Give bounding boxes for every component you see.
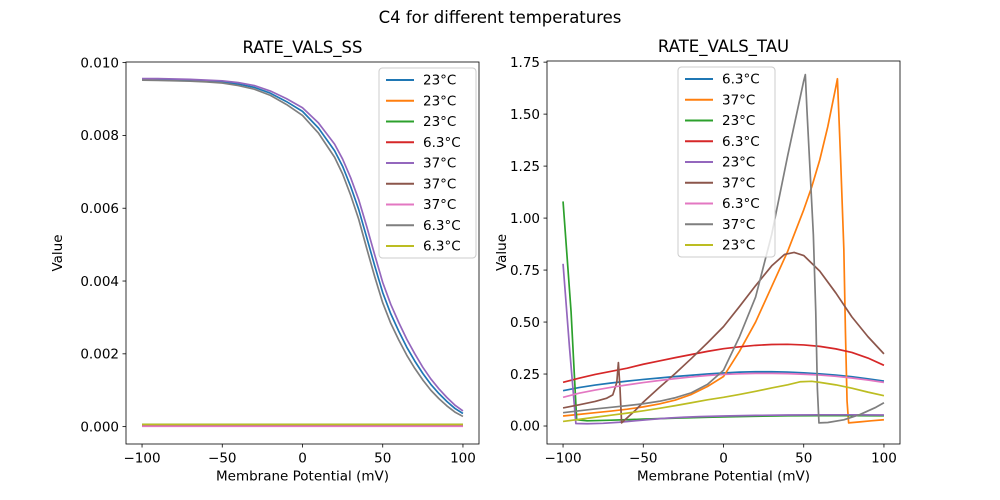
series-line-4-37°C xyxy=(142,77,464,412)
legend-entry-label: 6.3°C xyxy=(722,72,760,88)
y-axis-tick-label: 0.008 xyxy=(80,128,119,144)
plot-area-border xyxy=(546,60,901,445)
legend-entry-label: 23°C xyxy=(722,155,755,171)
y-axis-tick-label: 0.75 xyxy=(510,263,540,279)
legend-entry-label: 37°C xyxy=(722,217,755,233)
legend-entry-label: 23°C xyxy=(423,93,456,109)
series-line-0-23°C xyxy=(142,78,464,415)
series-line-4-23°C xyxy=(562,263,884,425)
legend: 6.3°C 37°C 23°C 6.3°C 23°C 37°C 6.3°C 37°C 23°C xyxy=(677,66,776,258)
subplot-rate_vals_tau: RATE_VALS_TAU −100 −50 0 50 100 0.00 0.25 0.50 0.… xyxy=(494,37,901,485)
plot-title: RATE_VALS_SS xyxy=(243,38,363,58)
subplot-rate_vals_ss: RATE_VALS_SS −100 −50 0 50 100 0.000 0.002 0.004… xyxy=(50,38,480,485)
series-line-8-23°C xyxy=(562,380,885,423)
y-axis-tick-label: 0.000 xyxy=(80,419,119,435)
y-axis-tick-label: 0.002 xyxy=(80,347,119,363)
y-axis-tick-label: 0.00 xyxy=(510,419,540,435)
figure-title: C4 for different temperatures xyxy=(378,8,622,27)
legend-entry-label: 37°C xyxy=(722,175,755,191)
x-axis-label: Membrane Potential (mV) xyxy=(637,469,810,485)
x-axis-label: Membrane Potential (mV) xyxy=(216,469,389,485)
y-axis-tick-label: 1.25 xyxy=(510,159,540,175)
x-axis-tick-label: 50 xyxy=(795,451,812,467)
legend-entry-label: 6.3°C xyxy=(423,218,461,234)
x-axis-tick-label: 0 xyxy=(719,451,728,467)
series-line-3-6.3°C xyxy=(562,343,885,384)
series-line-7-37°C xyxy=(562,73,885,424)
y-axis-tick-label: 0.50 xyxy=(510,315,540,331)
x-axis-tick-label: 50 xyxy=(374,451,391,467)
y-axis-tick-label: 0.25 xyxy=(510,367,540,383)
x-axis-tick-label: −50 xyxy=(629,451,658,467)
y-axis-tick-label: 1.75 xyxy=(510,55,540,71)
series-group xyxy=(562,73,885,425)
legend-entry-label: 37°C xyxy=(423,197,456,213)
legend-entry-label: 6.3°C xyxy=(423,239,461,255)
y-axis-tick-label: 0.006 xyxy=(80,201,119,217)
series-line-5-37°C xyxy=(562,251,885,424)
y-axis-tick-label: 0.004 xyxy=(80,274,119,290)
legend-entry-label: 37°C xyxy=(423,176,456,192)
legend-entry-label: 6.3°C xyxy=(722,134,760,150)
y-axis-tick-label: 0.010 xyxy=(80,55,119,71)
plot-area-border xyxy=(125,61,480,445)
y-axis-tick-label: 1.50 xyxy=(510,107,540,123)
y-axis-tick-label: 1.00 xyxy=(510,211,540,227)
legend-box xyxy=(378,67,477,259)
legend-entry-label: 6.3°C xyxy=(722,196,760,212)
legend-entry-label: 23°C xyxy=(722,238,755,254)
y-axis-label: Value xyxy=(494,234,510,271)
y-axis-label: Value xyxy=(50,234,66,271)
legend-box xyxy=(677,66,776,258)
legend-entry-label: 6.3°C xyxy=(423,135,461,151)
legend: 23°C 23°C 23°C 6.3°C 37°C 37°C 37°C 6.3°C 6.3°C xyxy=(378,67,477,259)
legend-entry-label: 37°C xyxy=(722,92,755,108)
x-axis-tick-label: 100 xyxy=(871,451,897,467)
x-axis-tick-label: 100 xyxy=(450,451,476,467)
series-line-6-6.3°C xyxy=(562,372,885,399)
series-group xyxy=(142,77,464,428)
legend-entry-label: 23°C xyxy=(423,73,456,89)
plot-title: RATE_VALS_TAU xyxy=(658,37,789,57)
legend-entry-label: 37°C xyxy=(423,156,456,172)
x-axis-tick-label: −100 xyxy=(123,451,160,467)
x-axis-tick-label: 0 xyxy=(298,451,307,467)
x-axis-tick-label: −50 xyxy=(208,451,237,467)
legend-entry-label: 23°C xyxy=(722,113,755,129)
x-axis-tick-label: −100 xyxy=(544,451,581,467)
series-line-7-6.3°C xyxy=(142,79,464,418)
legend-entry-label: 23°C xyxy=(423,114,456,130)
